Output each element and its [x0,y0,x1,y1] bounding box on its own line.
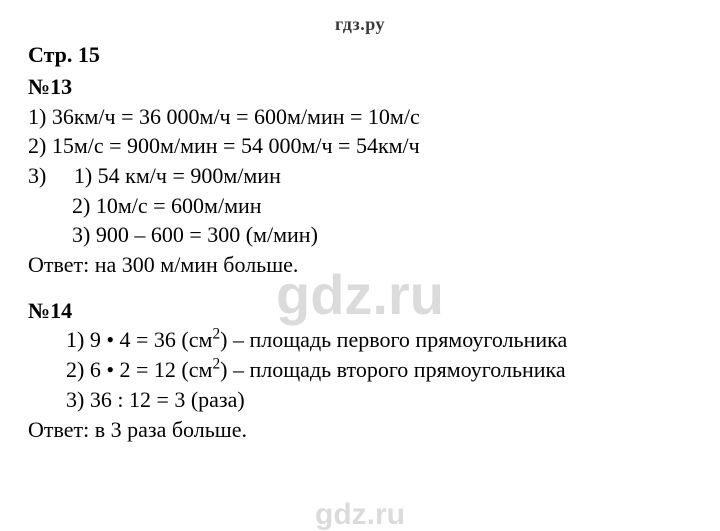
p13-line-3: 3) 1) 54 км/ч = 900м/мин [28,161,692,191]
site-logo: гдз.ру [28,12,692,36]
p14-line-1: 1) 9 • 4 = 36 (см2) – площадь первого пр… [28,325,692,355]
p14-line-2: 2) 6 • 2 = 12 (см2) – площадь второго пр… [28,355,692,385]
p14-line-3: 3) 36 : 12 = 3 (раза) [28,385,692,415]
problem-13-number: №13 [28,72,692,102]
watermark-bottom: gdz.ru [315,498,405,531]
p14-line-2-pre: 2) 6 • 2 = 12 (см [66,357,212,382]
page-content: гдз.ру Стр. 15 №13 1) 36км/ч = 36 000м/ч… [0,0,720,452]
p13-answer: Ответ: на 300 м/мин больше. [28,250,692,280]
section-spacer [28,280,692,294]
squared-exponent: 2 [212,356,220,373]
p13-line-4: 2) 10м/с = 600м/мин [28,191,692,221]
page-label: Стр. 15 [28,40,692,70]
p14-line-1-post: ) – площадь первого прямоугольника [220,327,567,352]
p14-line-1-pre: 1) 9 • 4 = 36 (см [66,327,212,352]
p13-line-1: 1) 36км/ч = 36 000м/ч = 600м/мин = 10м/с [28,102,692,132]
p14-line-2-post: ) – площадь второго прямоугольника [220,357,566,382]
squared-exponent: 2 [212,326,220,343]
p13-line-2: 2) 15м/с = 900м/мин = 54 000м/ч = 54км/ч [28,131,692,161]
p14-answer: Ответ: в 3 раза больше. [28,415,692,445]
p13-line-5: 3) 900 – 600 = 300 (м/мин) [28,220,692,250]
problem-14-number: №14 [28,296,692,326]
